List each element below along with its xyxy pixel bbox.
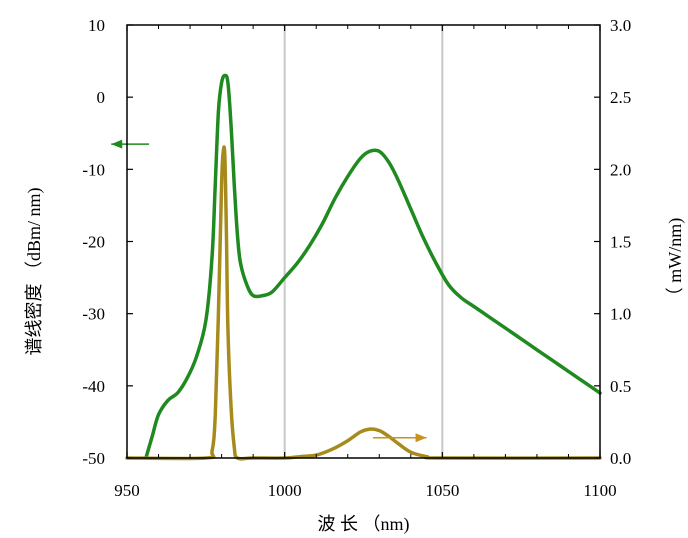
x-tick-label: 1000 <box>268 481 302 500</box>
y-right-tick-label: 2.5 <box>610 88 631 107</box>
series-line-mw <box>125 145 602 461</box>
y-left-tick-label: -20 <box>82 233 105 252</box>
y-left-axis-label: 谱线密度 （dBm/ nm) <box>24 187 45 355</box>
y-right-tick-label: 2.0 <box>610 160 631 179</box>
y-left-axis-ticks: 10 0 -10 -20 -30 -40 -50 <box>82 16 133 468</box>
series-layer <box>125 73 602 461</box>
y-left-tick-label: -50 <box>82 449 105 468</box>
x-tick-label: 1050 <box>425 481 459 500</box>
y-right-axis-label: （ mW/nm) <box>665 218 686 306</box>
arrow-left-icon <box>111 139 123 149</box>
y-right-tick-label: 0.5 <box>610 377 631 396</box>
grid-lines <box>283 25 444 458</box>
y-left-tick-label: 0 <box>97 88 106 107</box>
y-right-tick-label: 1.0 <box>610 305 631 324</box>
y-right-tick-label: 0.0 <box>610 449 631 468</box>
plot-frame <box>126 24 601 459</box>
x-tick-label: 950 <box>114 481 140 500</box>
annotation-layer <box>111 139 427 443</box>
y-left-tick-label: -40 <box>82 377 105 396</box>
series-line-dbm <box>144 73 602 460</box>
x-axis-label: 波 长 （nm) <box>318 514 410 535</box>
y-right-tick-label: 1.5 <box>610 233 631 252</box>
y-left-tick-label: -30 <box>82 305 105 324</box>
y-right-axis-ticks: 3.0 2.5 2.0 1.5 1.0 0.5 0.0 <box>594 16 631 468</box>
x-axis-ticks: 950 1000 1050 1100 <box>114 25 617 500</box>
y-left-tick-label: -10 <box>82 160 105 179</box>
arrow-right-icon <box>415 433 427 443</box>
y-right-tick-label: 3.0 <box>610 16 631 35</box>
x-tick-label: 1100 <box>583 481 616 500</box>
y-left-tick-label: 10 <box>88 16 105 35</box>
